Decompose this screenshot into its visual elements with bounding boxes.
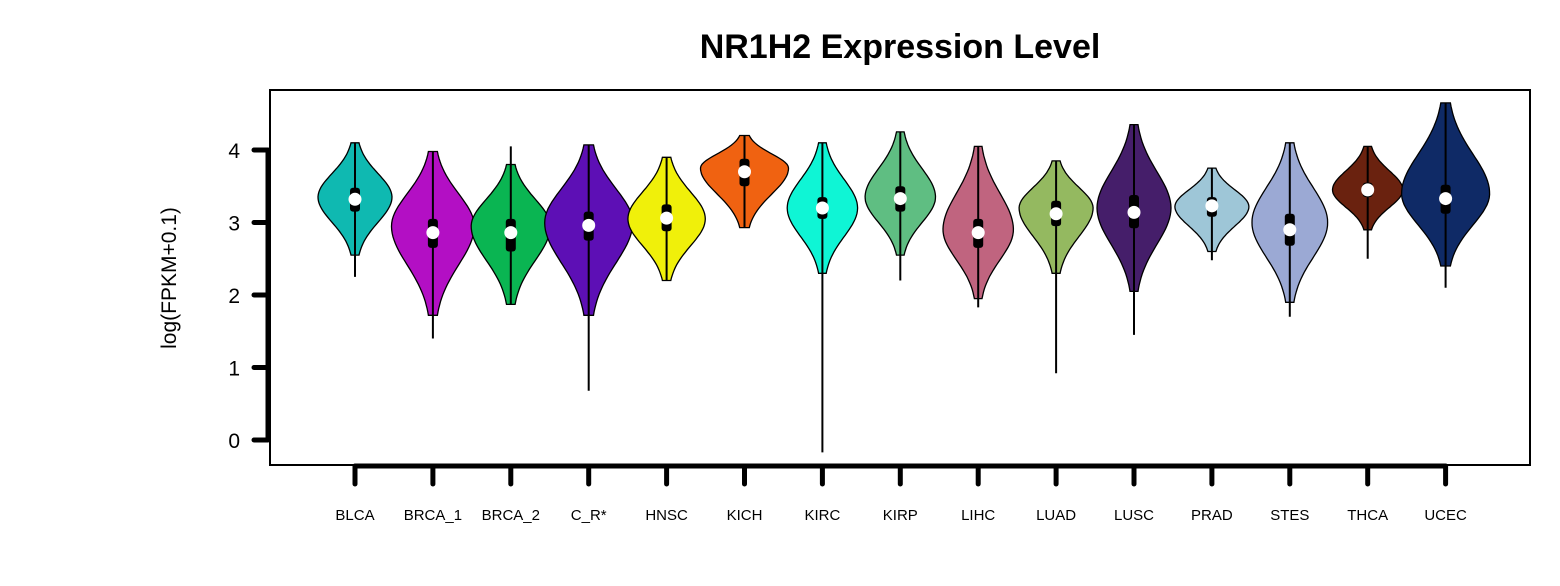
violin-brca-1 [390,150,475,339]
x-tick-label: THCA [1347,507,1388,524]
x-axis: BLCA BRCA_1 BRCA_2 C_R* HNSC KICH KIRC KIRP LIHC… [335,463,1467,524]
violin-median-point [815,201,829,215]
violin-median-point [1205,199,1219,213]
x-tick-label: LIHC [961,507,995,524]
violin-stes [1251,142,1329,317]
y-tick-label: 1 [228,358,240,381]
violin-brca-2 [470,146,552,306]
y-tick-label: 4 [228,140,240,163]
y-tick-label: 3 [228,213,240,236]
violin-median-point [1361,183,1375,197]
x-tick-label: BRCA_1 [404,507,462,524]
violin-median-point [971,226,985,240]
violin-median-point [504,226,518,240]
violin-lihc [942,145,1015,308]
x-tick-label: BLCA [335,507,374,524]
violin-kich [699,134,790,229]
y-tick-label: 0 [228,430,240,453]
violins [317,102,1491,453]
x-tick-label: LUSC [1114,507,1154,524]
violin-median-point [660,211,674,225]
violin-kirc [786,142,859,453]
violin-hnsc [627,156,706,282]
violin-prad [1174,167,1250,261]
violin-median-point [1439,192,1453,206]
x-tick-label: LUAD [1036,507,1076,524]
violin-blca [317,142,393,277]
violin-thca [1331,145,1404,259]
violin-luad [1018,160,1094,374]
x-tick-label: HNSC [645,507,688,524]
x-tick-label: KIRP [883,507,918,524]
violin-ucec [1400,102,1491,288]
x-tick-label: STES [1270,507,1309,524]
violin-median-point [893,192,907,206]
violin-median-point [1049,207,1063,221]
x-tick-label: BRCA_2 [482,507,540,524]
x-tick-label: KIRC [804,507,840,524]
violin-median-point [348,192,362,206]
violin-median-point [738,165,751,179]
violin-median-point [1127,205,1141,219]
y-axis-label: log(FPKM+0.1) [158,207,181,349]
violin-median-point [426,226,440,240]
violin-median-point [1283,223,1297,237]
y-axis: 0 1 2 3 4 [228,140,271,453]
x-tick-label: C_R* [571,507,607,524]
violin-lusc [1096,123,1172,335]
violin-median-point [582,218,596,232]
x-tick-label: PRAD [1191,507,1233,524]
x-tick-label: KICH [727,507,763,524]
y-tick-label: 2 [228,285,240,308]
violin-c-r- [544,144,634,391]
chart-title: NR1H2 Expression Level [700,28,1101,66]
violin-kirp [864,131,937,281]
x-tick-label: UCEC [1424,507,1467,524]
